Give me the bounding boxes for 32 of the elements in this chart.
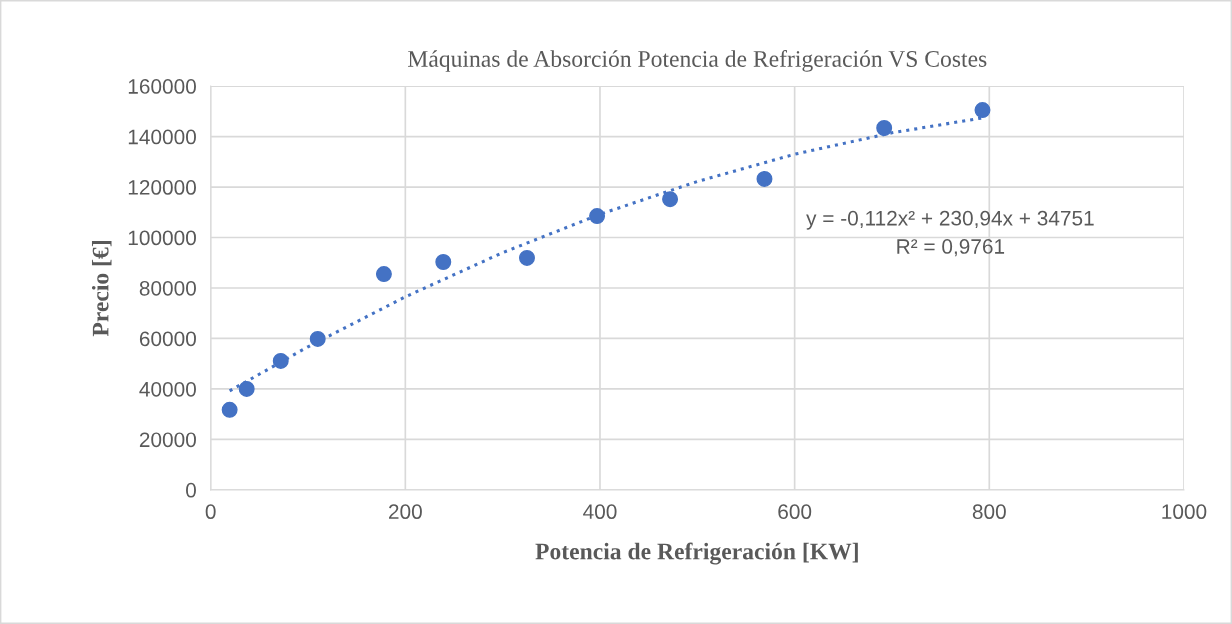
point [272, 352, 289, 369]
y-tick-label: 0 [186, 482, 196, 498]
x-tick-label: 0 [205, 504, 216, 520]
point [375, 266, 392, 283]
y-axis-title: Precio [€] [91, 241, 112, 337]
y-tick-label: 160000 [128, 79, 196, 94]
x-tick-label: 600 [778, 504, 812, 520]
y-tick-label: 60000 [139, 331, 196, 347]
x-tick-label: 200 [389, 504, 422, 520]
x-tick-label: 400 [583, 504, 617, 520]
x-axis-title: Potencia de Refrigeración [KW] [535, 542, 858, 565]
y-tick-label: 120000 [128, 180, 196, 195]
point [221, 401, 238, 418]
x-tick-label: 800 [972, 504, 1006, 520]
point [974, 102, 991, 119]
point [238, 380, 255, 397]
y-tick-label: 80000 [139, 280, 196, 296]
annotation: y = -0,112x² + 230,94x + 34751 [806, 210, 1094, 230]
y-tick-label: 140000 [128, 129, 196, 145]
point [662, 191, 679, 208]
x-tick-label: 1000 [1162, 504, 1207, 520]
y-tick-label: 100000 [128, 230, 196, 246]
point [589, 208, 606, 225]
annotation: R² = 0,9761 [897, 239, 1005, 257]
y-tick-label: 40000 [139, 381, 196, 397]
point [756, 170, 773, 187]
point [519, 249, 535, 266]
y-tick-label: 20000 [139, 432, 196, 448]
point [876, 120, 893, 136]
point [309, 330, 326, 347]
point [435, 254, 452, 270]
chart-title: Máquinas de Absorción Potencia de Refrigeración VS Costes [408, 50, 987, 72]
